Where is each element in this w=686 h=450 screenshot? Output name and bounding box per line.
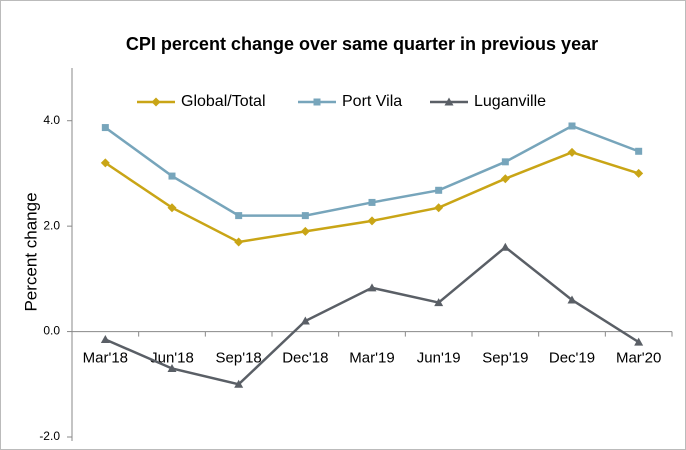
data-point bbox=[501, 158, 509, 166]
x-tick-label: Mar'20 bbox=[616, 350, 661, 367]
legend-marker bbox=[151, 97, 161, 107]
data-point bbox=[234, 379, 244, 388]
data-point bbox=[434, 298, 444, 307]
data-point bbox=[635, 147, 643, 155]
data-point bbox=[500, 242, 510, 251]
legend-label: Global/Total bbox=[181, 93, 266, 110]
legend-marker bbox=[313, 98, 321, 106]
x-tick-label: Jun'18 bbox=[150, 350, 194, 367]
x-tick-label: Dec'19 bbox=[549, 350, 595, 367]
chart-title: CPI percent change over same quarter in … bbox=[126, 34, 598, 54]
x-tick-label: Mar'18 bbox=[83, 350, 128, 367]
data-point bbox=[634, 337, 644, 346]
x-tick-label: Sep'19 bbox=[482, 350, 528, 367]
data-point bbox=[500, 174, 510, 184]
data-point bbox=[368, 198, 376, 206]
y-tick-label: 0.0 bbox=[43, 324, 60, 338]
data-point bbox=[167, 203, 177, 213]
data-point bbox=[301, 212, 309, 220]
data-point bbox=[167, 363, 177, 372]
data-point bbox=[234, 237, 244, 247]
x-tick-label: Mar'19 bbox=[349, 350, 394, 367]
y-tick-label: -2.0 bbox=[39, 429, 60, 443]
legend-label: Luganville bbox=[474, 93, 546, 110]
y-axis-label: Percent change bbox=[21, 192, 40, 311]
data-point bbox=[300, 226, 310, 236]
data-point bbox=[300, 316, 310, 325]
data-point bbox=[100, 158, 110, 168]
x-tick-label: Dec'18 bbox=[282, 350, 328, 367]
y-tick-label: 4.0 bbox=[43, 113, 60, 127]
data-point bbox=[435, 186, 443, 194]
x-tick-label: Sep'18 bbox=[216, 350, 262, 367]
y-tick-label: 2.0 bbox=[43, 218, 60, 232]
data-point bbox=[367, 283, 377, 292]
data-point bbox=[567, 295, 577, 304]
legend-marker bbox=[444, 97, 454, 106]
data-point bbox=[168, 172, 176, 180]
data-point bbox=[568, 122, 576, 130]
data-point bbox=[367, 216, 377, 226]
x-tick-label: Jun'19 bbox=[417, 350, 461, 367]
data-point bbox=[101, 124, 109, 132]
data-point bbox=[634, 168, 644, 178]
data-point bbox=[235, 212, 243, 220]
data-point bbox=[100, 334, 110, 343]
data-point bbox=[567, 147, 577, 157]
data-point bbox=[434, 203, 444, 213]
legend-label: Port Vila bbox=[342, 93, 402, 110]
